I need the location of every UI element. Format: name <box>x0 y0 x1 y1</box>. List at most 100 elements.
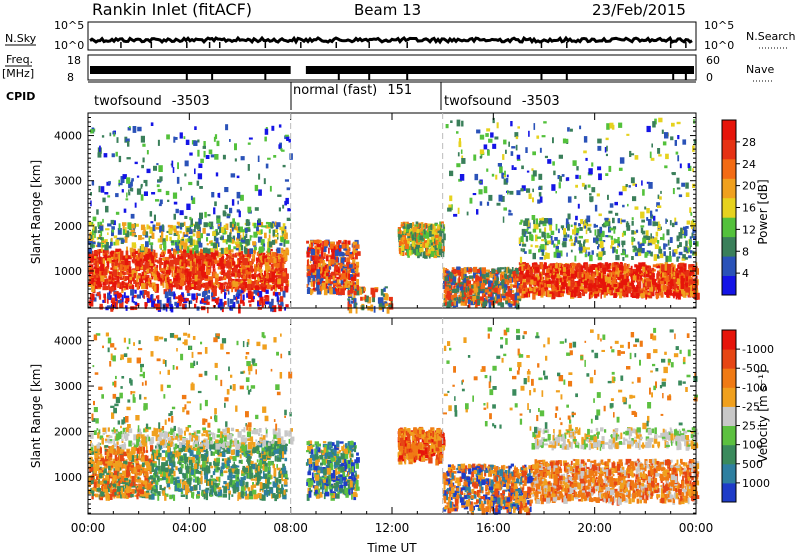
heatmap-cell <box>500 271 505 279</box>
heatmap-cell <box>353 290 357 296</box>
heatmap-cell <box>112 131 115 135</box>
heatmap-cell <box>554 273 557 277</box>
heatmap-cell <box>215 273 219 280</box>
heatmap-cell <box>652 284 656 291</box>
heatmap-cell <box>187 268 192 273</box>
heatmap-cell <box>647 267 652 272</box>
heatmap-cell <box>473 301 476 304</box>
heatmap-cell <box>102 218 104 223</box>
heatmap-cell <box>143 191 148 196</box>
heatmap-cell <box>612 274 615 278</box>
heatmap-cell <box>311 268 315 273</box>
heatmap-cell <box>451 270 454 276</box>
heatmap-cell <box>103 268 108 276</box>
heatmap-cell <box>258 229 262 235</box>
heatmap-cell <box>647 292 651 296</box>
heatmap-cell <box>446 290 451 296</box>
heatmap-cell <box>675 292 678 300</box>
heatmap-cell <box>475 290 478 296</box>
heatmap-cell <box>177 162 179 170</box>
heatmap-cell <box>571 262 575 266</box>
heatmap-cell <box>532 267 536 273</box>
heatmap-cell <box>267 261 270 268</box>
heatmap-cell <box>150 221 154 224</box>
heatmap-cell <box>318 262 322 268</box>
heatmap-cell <box>337 279 340 284</box>
heatmap-cell <box>638 290 644 295</box>
heatmap-cell <box>153 214 156 222</box>
heatmap-cell <box>97 242 101 248</box>
heatmap-cell <box>554 263 558 269</box>
heatmap-cell <box>154 276 157 281</box>
heatmap-cell <box>264 136 267 142</box>
beam-title: Beam 13 <box>354 1 421 19</box>
heatmap-cell <box>360 296 363 301</box>
heatmap-cell <box>165 306 168 312</box>
heatmap-cell <box>245 272 248 278</box>
heatmap-cell <box>582 277 586 280</box>
heatmap-cell <box>521 292 525 299</box>
heatmap-cell <box>226 270 231 275</box>
heatmap-cell <box>632 270 637 277</box>
heatmap-cell <box>276 247 281 254</box>
heatmap-cell <box>461 268 465 275</box>
heatmap-cell <box>237 241 243 245</box>
heatmap-cell <box>556 291 560 298</box>
heatmap-cell <box>678 274 683 281</box>
heatmap-cell <box>243 267 247 270</box>
heatmap-cell <box>402 224 405 227</box>
heatmap-cell <box>412 222 415 226</box>
heatmap-cell <box>238 268 243 273</box>
heatmap-cell <box>130 180 133 187</box>
heatmap-cell <box>276 222 281 228</box>
heatmap-cell <box>690 288 692 293</box>
heatmap-cell <box>198 163 203 168</box>
heatmap-cell <box>492 279 496 284</box>
heatmap-cell <box>272 291 276 296</box>
heatmap-cell <box>128 189 130 193</box>
heatmap-cell <box>604 276 608 282</box>
heatmap-cell <box>154 286 157 292</box>
heatmap-cell <box>111 229 115 233</box>
heatmap-cell <box>649 286 653 292</box>
heatmap-cell <box>196 222 201 229</box>
heatmap-cell <box>206 237 209 242</box>
heatmap-cell <box>187 293 191 296</box>
heatmap-cell <box>278 207 281 212</box>
heatmap-cell <box>182 258 186 263</box>
heatmap-cell <box>511 274 513 277</box>
heatmap-cell <box>229 258 233 263</box>
heatmap-cell <box>245 233 248 238</box>
heatmap-cell <box>242 237 245 241</box>
heatmap-cell <box>189 266 193 271</box>
heatmap-cell <box>179 279 185 287</box>
heatmap-cell <box>226 274 231 279</box>
heatmap-cell <box>208 221 214 228</box>
heatmap-cell <box>117 283 120 288</box>
heatmap-cell <box>625 290 628 294</box>
heatmap-cell <box>175 242 177 248</box>
heatmap-cell <box>690 273 694 276</box>
heatmap-cell <box>355 272 360 277</box>
heatmap-cell <box>446 269 449 272</box>
heatmap-cell <box>148 269 151 274</box>
heatmap-cell <box>96 277 101 282</box>
heatmap-cell <box>130 213 135 219</box>
heatmap-cell <box>351 251 354 256</box>
heatmap-cell <box>215 232 220 235</box>
heatmap-cell <box>501 283 505 288</box>
heatmap-cell <box>158 165 163 172</box>
heatmap-cell <box>228 244 231 249</box>
heatmap-cell <box>478 300 483 304</box>
heatmap-cell <box>495 300 498 304</box>
heatmap-cell <box>104 192 109 195</box>
heatmap-cell <box>169 259 175 264</box>
heatmap-cell <box>339 245 343 249</box>
heatmap-cell <box>281 271 284 279</box>
heatmap-cell <box>226 254 229 256</box>
heatmap-cell <box>262 275 266 281</box>
heatmap-cell <box>277 278 282 285</box>
heatmap-cell <box>195 240 199 247</box>
heatmap-cell <box>309 260 312 264</box>
heatmap-cell <box>543 264 546 270</box>
